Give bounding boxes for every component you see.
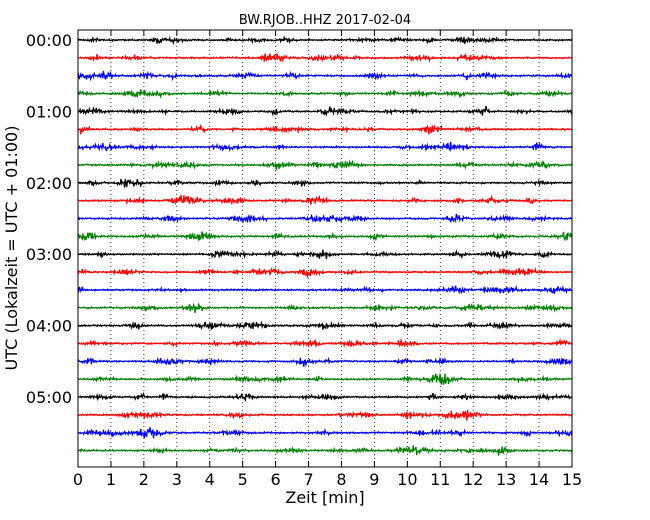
seismic-trace [77, 373, 573, 385]
seismic-trace [77, 409, 573, 421]
seismic-trace [77, 213, 573, 224]
seismic-trace [77, 123, 573, 135]
x-tick-label: 1 [106, 470, 116, 489]
x-tick-label: 12 [463, 470, 483, 489]
seismic-trace [77, 284, 573, 295]
seismic-trace [77, 178, 573, 188]
seismic-trace [77, 141, 573, 153]
seismic-trace [77, 266, 573, 278]
x-tick-label: 4 [205, 470, 215, 489]
x-tick-label: 15 [562, 470, 582, 489]
grid-lines [110, 30, 540, 467]
seismic-trace [77, 249, 573, 260]
x-tick-label: 13 [496, 470, 516, 489]
seismic-trace [77, 302, 573, 314]
chart-title: BW.RJOB..HHZ 2017-02-04 [239, 13, 411, 28]
x-axis-label: Zeit [min] [285, 488, 364, 507]
x-tick-label: 11 [430, 470, 450, 489]
y-tick-label: 02:00 [26, 174, 72, 193]
x-tick-label: 5 [238, 470, 248, 489]
seismic-trace [77, 445, 573, 456]
x-tick-label: 0 [73, 470, 83, 489]
x-tick-label: 10 [397, 470, 417, 489]
seismic-trace [77, 427, 573, 439]
x-tick-label: 9 [369, 470, 379, 489]
seismic-trace [77, 231, 573, 242]
x-tick-label: 2 [139, 470, 149, 489]
y-tick-label: 01:00 [26, 102, 72, 121]
seismic-trace [77, 70, 573, 82]
x-tick-label: 7 [303, 470, 313, 489]
y-axis-ticks: 00:00 01:00 02:00 03:00 04:00 05:00 [26, 31, 572, 407]
seismic-trace [77, 159, 573, 171]
seismic-trace [77, 338, 573, 348]
x-tick-label: 6 [271, 470, 281, 489]
y-tick-label: 03:00 [26, 245, 72, 264]
y-axis-label: UTC (Lokalzeit = UTC + 01:00) [2, 126, 21, 371]
seismic-trace [77, 194, 573, 206]
y-tick-label: 00:00 [26, 31, 72, 50]
x-axis-ticks: 0 1 2 3 4 5 6 7 8 9 10 11 12 13 14 15 [73, 30, 582, 489]
seismic-trace [77, 52, 573, 63]
x-tick-label: 3 [172, 470, 182, 489]
y-tick-label: 05:00 [26, 388, 72, 407]
y-tick-label: 04:00 [26, 317, 72, 336]
seismic-trace [77, 105, 573, 117]
plot-frame [77, 29, 573, 468]
x-tick-label: 14 [529, 470, 549, 489]
seismic-trace [77, 320, 573, 331]
seismic-trace [77, 356, 573, 367]
seismic-trace [77, 391, 573, 403]
x-tick-label: 8 [336, 470, 346, 489]
seismic-trace [77, 34, 573, 46]
seismic-trace [77, 88, 573, 99]
seismic-traces [77, 34, 573, 456]
